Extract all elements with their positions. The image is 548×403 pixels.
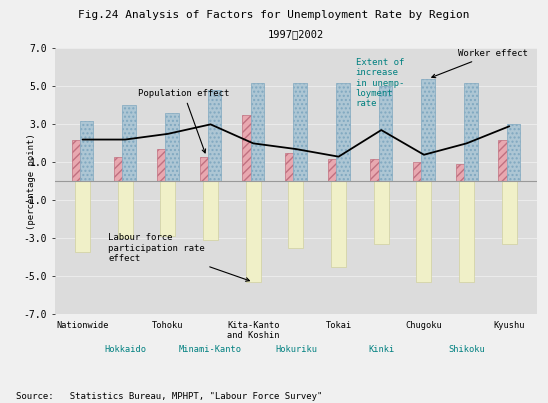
Text: Source:   Statistics Bureau, MPHPT, "Labour Force Survey": Source: Statistics Bureau, MPHPT, "Labou… [16,392,323,401]
Bar [285,153,299,181]
Bar [250,83,264,181]
Bar [502,181,517,244]
Bar [246,181,261,282]
Bar [118,181,133,238]
Bar [456,164,469,181]
Bar [421,79,435,181]
Bar [157,149,170,181]
Bar [288,181,304,248]
Bar [199,157,213,181]
Text: (percentage point): (percentage point) [27,133,36,230]
Bar [208,90,221,181]
Bar [379,86,392,181]
Bar [328,158,341,181]
Bar [203,181,218,240]
Bar [413,162,427,181]
Text: Hokuriku: Hokuriku [275,345,317,354]
Bar [331,181,346,267]
Text: Extent of
increase
in unemp-
loyment
rate: Extent of increase in unemp- loyment rat… [356,58,404,108]
Text: Kyushu: Kyushu [494,321,525,330]
Text: Fig.24 Analysis of Factors for Unemployment Rate by Region: Fig.24 Analysis of Factors for Unemploym… [78,10,470,20]
Bar [165,113,179,181]
Text: Nationwide: Nationwide [56,321,109,330]
Bar [370,158,384,181]
Text: Minami-Kanto: Minami-Kanto [179,345,242,354]
Bar [336,83,350,181]
Text: Labour force
participation rate
effect: Labour force participation rate effect [108,233,249,281]
Text: Hokkaido: Hokkaido [104,345,146,354]
Text: 1997～2002: 1997～2002 [268,29,324,39]
Bar [242,115,256,181]
Bar [72,139,85,181]
Bar [123,105,136,181]
Text: Shikoku: Shikoku [448,345,485,354]
Text: Chugoku: Chugoku [406,321,442,330]
Text: Worker effect: Worker effect [432,49,528,78]
Bar [75,181,90,251]
Bar [459,181,474,282]
Text: Tohoku: Tohoku [152,321,184,330]
Bar [464,83,477,181]
Bar [80,120,94,181]
Text: Population effect: Population effect [138,89,230,153]
Text: Kita-Kanto
and Koshin: Kita-Kanto and Koshin [227,321,279,341]
Bar [498,139,512,181]
Bar [293,83,307,181]
Bar [506,125,520,181]
Text: Tokai: Tokai [326,321,352,330]
Text: Kinki: Kinki [368,345,395,354]
Bar [416,181,431,282]
Bar [115,157,128,181]
Bar [161,181,175,237]
Bar [374,181,389,244]
